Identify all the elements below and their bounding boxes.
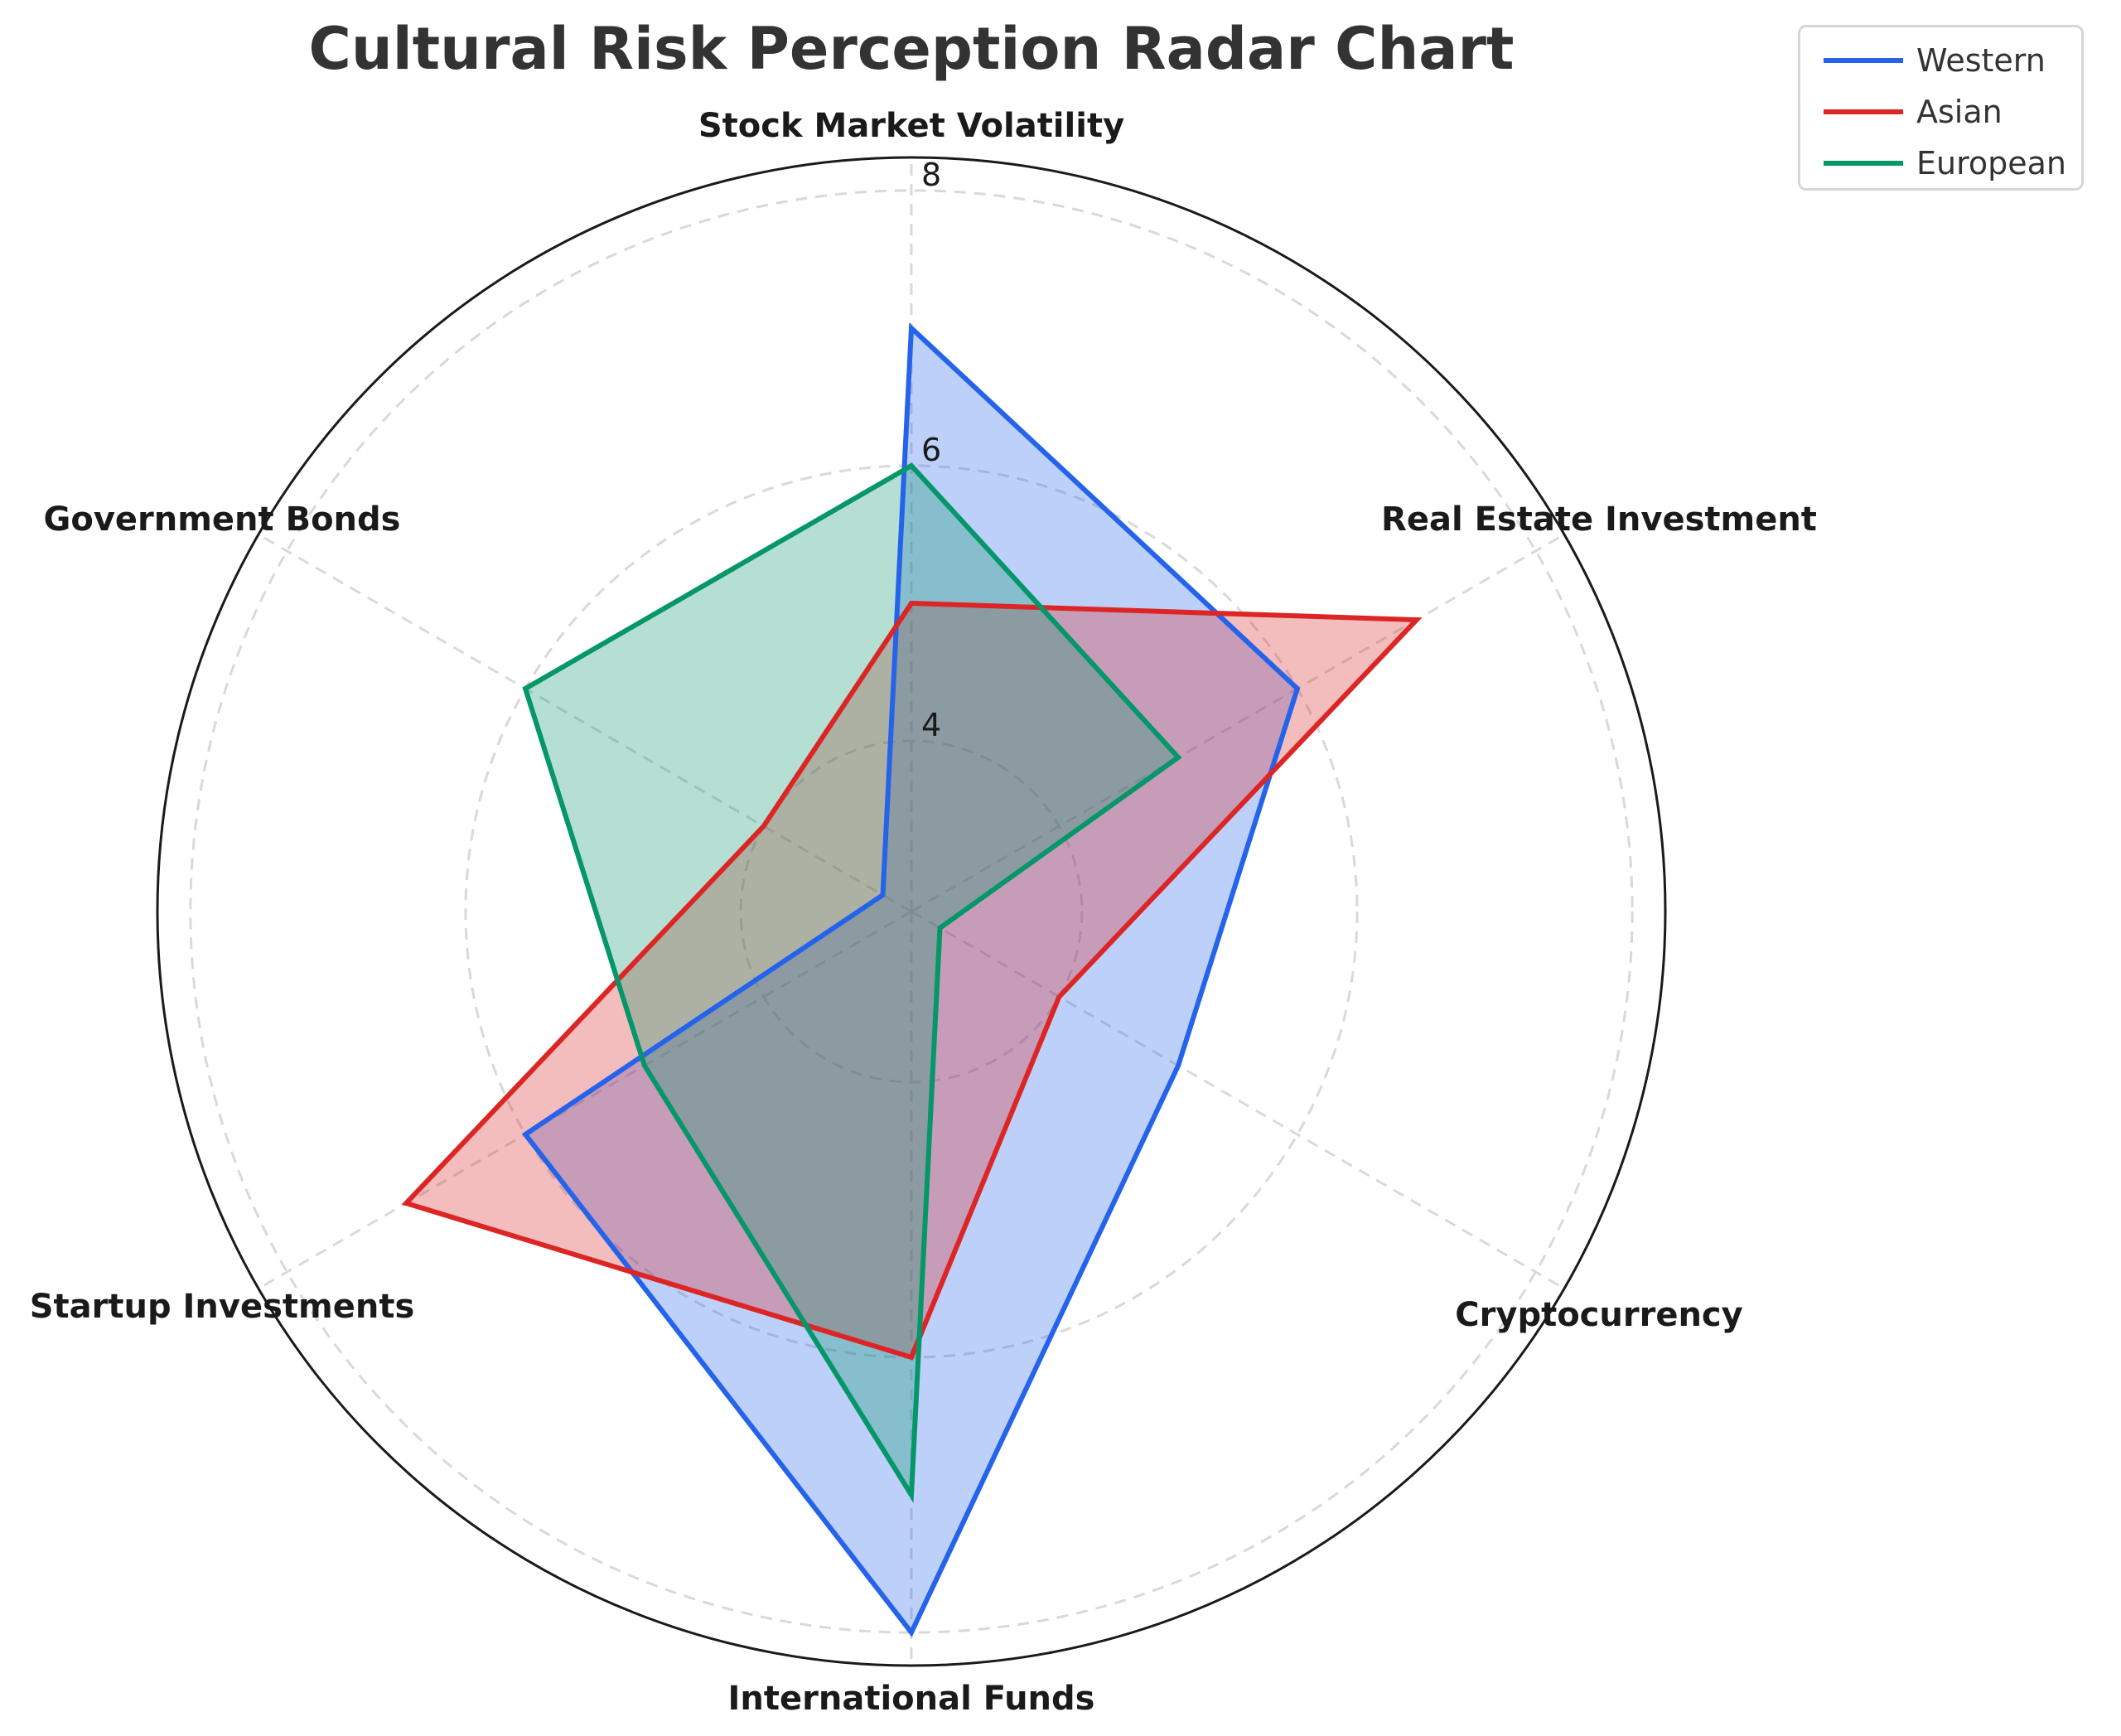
series-asian: [406, 603, 1417, 1357]
category-label: Cryptocurrency: [1455, 1296, 1742, 1334]
category-label: Stock Market Volatility: [698, 107, 1124, 145]
radial-tick-labels: 4 6 8: [921, 157, 941, 743]
chart-title: Cultural Risk Perception Radar Chart: [308, 15, 1514, 83]
grid-spoke: [258, 910, 912, 1290]
grid-spoke: [911, 533, 1565, 913]
category-label: Real Estate Investment: [1381, 500, 1817, 539]
series-fill: [525, 327, 1297, 1633]
grid-ring: [189, 189, 1634, 1634]
series-line-western: [521, 322, 1301, 1637]
radial-tick-label: 6: [921, 432, 941, 468]
category-label: Startup Investments: [30, 1288, 415, 1326]
series-western: [525, 327, 1297, 1633]
legend-item-asian: Asian: [1800, 87, 2081, 137]
legend-swatch-european: [1824, 161, 1903, 166]
legend-swatch-western: [1824, 58, 1903, 63]
polar-frame: [156, 156, 1667, 1667]
legend-label: European: [1916, 145, 2067, 181]
legend: Western Asian European: [1798, 25, 2084, 191]
category-labels: Stock Market Volatility Real Estate Inves…: [30, 107, 1817, 1718]
grid-spoke: [258, 533, 912, 913]
legend-label: Asian: [1916, 94, 2003, 130]
legend-swatch-asian: [1824, 109, 1903, 114]
radar-series: [401, 322, 1423, 1637]
category-label: International Funds: [728, 1680, 1095, 1718]
radial-tick-label: 4: [921, 707, 941, 743]
legend-label: Western: [1916, 42, 2046, 79]
series-line-asian: [401, 600, 1423, 1361]
series-line-european: [522, 462, 1182, 1503]
series-fill: [525, 466, 1179, 1496]
category-label: Government Bonds: [44, 500, 401, 539]
grid-spoke: [911, 910, 1565, 1290]
series-european: [525, 466, 1179, 1496]
radial-tick-label: 8: [921, 157, 941, 193]
legend-item-european: European: [1800, 138, 2081, 188]
legend-item-western: Western: [1800, 36, 2081, 85]
series-fill: [406, 603, 1417, 1357]
radar-grid: [156, 156, 1667, 1667]
